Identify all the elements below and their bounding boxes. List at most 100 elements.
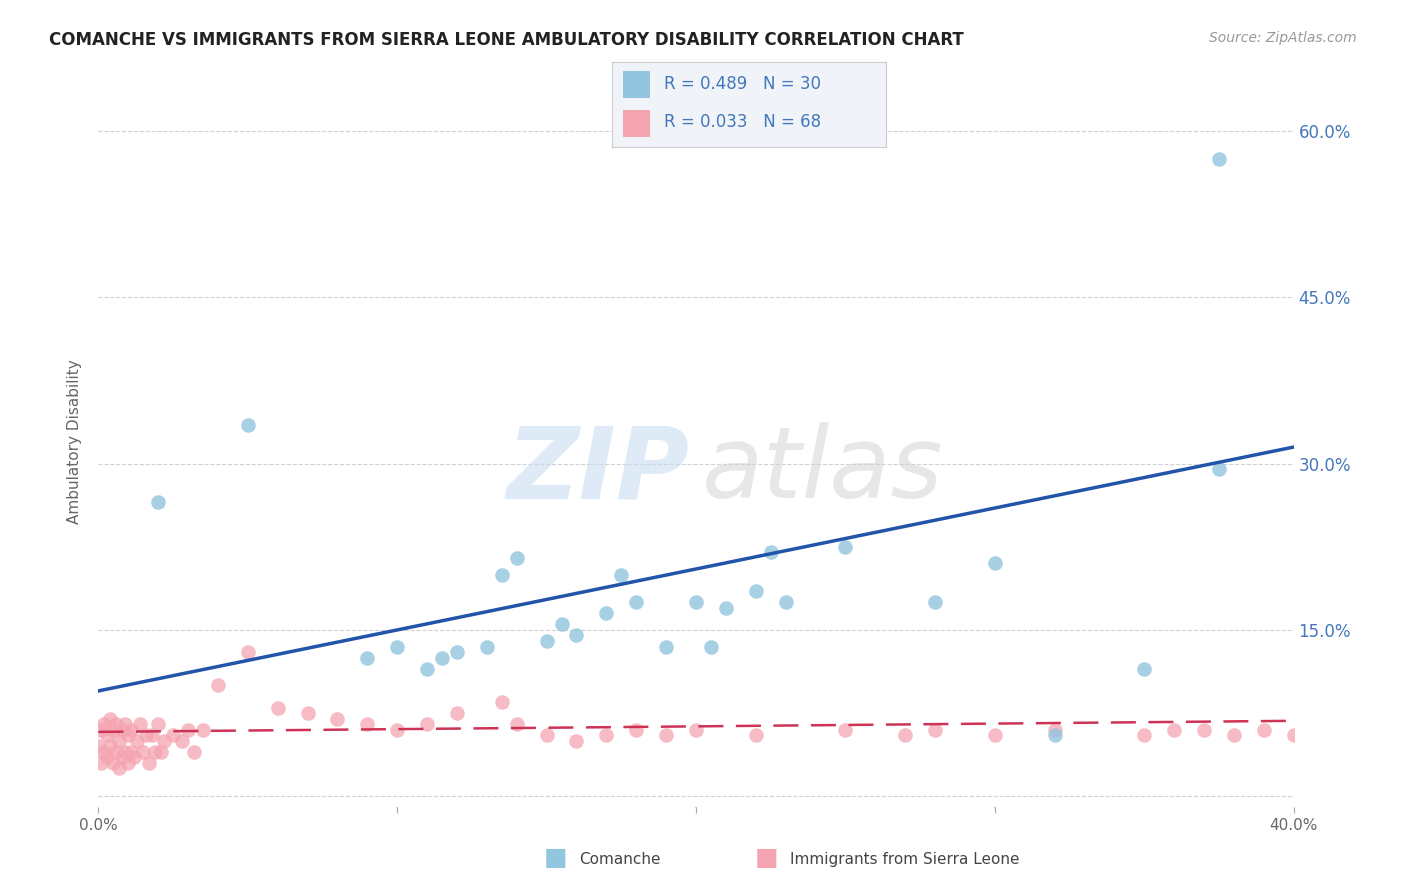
Point [236,645,259,659]
Point [90,723,112,737]
Point [191,723,214,737]
Point [1208,462,1230,476]
Point [894,728,917,742]
Point [356,650,378,665]
Point [491,567,513,582]
Point [700,640,723,654]
Text: R = 0.033   N = 68: R = 0.033 N = 68 [664,113,821,131]
Point [834,540,856,554]
Text: ■: ■ [544,847,567,870]
Point [491,695,513,709]
Point [120,723,142,737]
Point [1133,662,1156,676]
Point [120,745,142,759]
Point [267,700,290,714]
Point [132,745,155,759]
Point [172,733,194,747]
Point [550,617,572,632]
Point [1253,723,1275,737]
Point [1223,728,1246,742]
Point [114,717,136,731]
Text: Comanche: Comanche [579,853,661,867]
Point [626,723,648,737]
Point [984,728,1007,742]
Point [111,723,134,737]
Point [685,723,707,737]
Bar [623,110,650,137]
Point [93,717,115,731]
Point [138,756,160,770]
Point [1192,723,1215,737]
Point [96,750,118,764]
Point [565,628,588,642]
Point [183,745,205,759]
Text: atlas: atlas [702,422,943,519]
Point [1043,728,1066,742]
Point [745,728,768,742]
Point [430,650,453,665]
Point [446,645,468,659]
Text: ■: ■ [755,847,778,870]
Point [595,728,617,742]
Point [626,595,648,609]
Point [207,678,229,692]
Point [148,495,170,509]
Point [1133,728,1156,742]
Point [93,745,115,759]
Point [150,745,173,759]
Point [148,717,170,731]
Point [714,600,737,615]
Point [117,756,139,770]
Point [98,712,122,726]
Point [105,717,128,731]
Point [984,557,1007,571]
Text: Source: ZipAtlas.com: Source: ZipAtlas.com [1209,31,1357,45]
Point [141,728,163,742]
Text: COMANCHE VS IMMIGRANTS FROM SIERRA LEONE AMBULATORY DISABILITY CORRELATION CHART: COMANCHE VS IMMIGRANTS FROM SIERRA LEONE… [49,31,965,49]
Point [475,640,498,654]
Text: ZIP: ZIP [508,422,690,519]
Point [124,750,146,764]
Point [326,712,349,726]
Point [117,728,139,742]
Point [297,706,319,720]
Point [129,717,152,731]
Point [1043,723,1066,737]
Point [90,756,112,770]
Point [103,723,125,737]
Point [105,745,128,759]
Point [685,595,707,609]
Point [108,762,131,776]
Point [87,739,110,754]
Point [416,662,439,676]
Text: Immigrants from Sierra Leone: Immigrants from Sierra Leone [790,853,1019,867]
Point [595,607,617,621]
Point [143,745,166,759]
Point [610,567,633,582]
Point [177,723,200,737]
Point [127,733,149,747]
Point [114,745,136,759]
Point [924,595,946,609]
Y-axis label: Ambulatory Disability: Ambulatory Disability [67,359,83,524]
Point [834,723,856,737]
Point [759,545,782,559]
Point [356,717,378,731]
Point [745,584,768,599]
Point [655,728,678,742]
Point [1163,723,1185,737]
Point [775,595,797,609]
Point [506,550,529,565]
Point [565,733,588,747]
Point [108,733,131,747]
Point [111,750,134,764]
Bar [623,71,650,98]
Point [385,640,409,654]
Point [153,733,176,747]
Point [924,723,946,737]
Point [96,728,118,742]
Point [655,640,678,654]
Point [236,417,259,432]
Point [385,723,409,737]
Text: R = 0.489   N = 30: R = 0.489 N = 30 [664,75,821,93]
